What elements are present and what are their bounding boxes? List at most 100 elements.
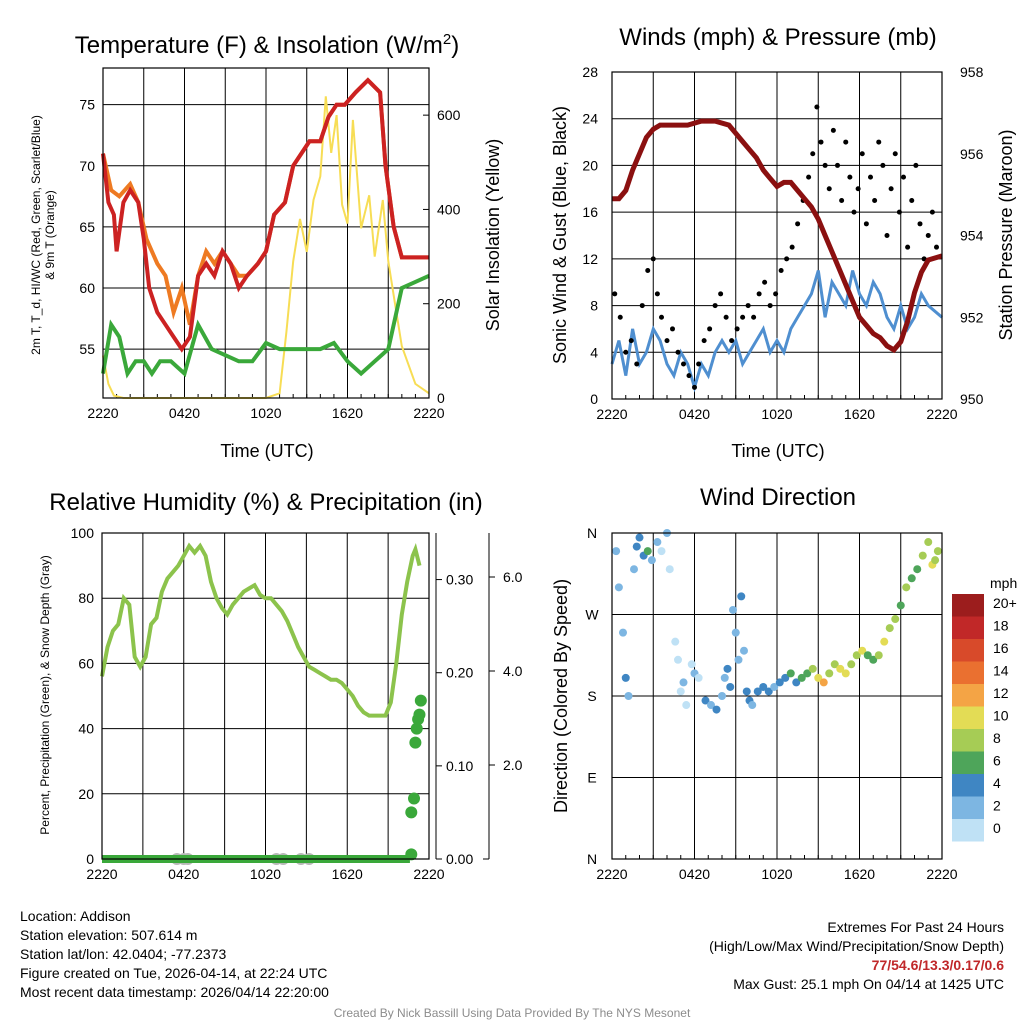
direction-xtick-label: 0420 <box>679 866 710 882</box>
figure-created: Figure created on Tue, 2026-04-14, at 22… <box>20 965 328 981</box>
temperature-xtick-label: 2220 <box>413 405 444 421</box>
gust-point <box>623 349 629 355</box>
legend-label: 12 <box>993 685 1009 701</box>
humidity-ytick-label: 40 <box>78 721 94 737</box>
temperature-y2tick-label: 0 <box>437 390 445 406</box>
direction-point <box>902 583 911 592</box>
temperature-ytick-label: 75 <box>79 97 95 113</box>
max-gust: Max Gust: 25.1 mph On 04/14 at 1425 UTC <box>733 976 1004 992</box>
direction-point <box>907 574 916 583</box>
temp2m-line <box>101 77 429 353</box>
legend-swatch <box>952 616 984 639</box>
direction-point <box>671 637 680 646</box>
direction-point <box>753 687 762 696</box>
gust-point <box>639 303 645 309</box>
dewpoint-line <box>101 273 430 379</box>
direction-point <box>612 547 621 556</box>
direction-title: Wind Direction <box>700 484 856 511</box>
legend-label: 4 <box>993 775 1001 791</box>
wind-xlabel: Time (UTC) <box>731 441 824 461</box>
direction-point <box>679 678 688 687</box>
direction-point <box>852 651 861 660</box>
temperature-ylabel-line1: 2m T, T_d, HI/WC (Red, Green, Scarlet/Bl… <box>29 115 43 355</box>
gust-point <box>880 162 886 168</box>
gust-point <box>707 326 713 332</box>
gust-point <box>729 338 735 344</box>
direction-ytick-label: N <box>587 851 597 867</box>
gust-point <box>681 361 686 367</box>
wind-ytick-label: 8 <box>590 298 598 314</box>
wind-xtick-label: 0420 <box>679 406 710 422</box>
gust-point <box>847 174 853 180</box>
gust-point <box>884 233 890 238</box>
direction-point <box>880 637 889 646</box>
gust-point <box>664 338 670 344</box>
direction-xtick-label: 1020 <box>761 866 792 882</box>
wind-xtick-label: 1620 <box>844 406 875 422</box>
temperature-title: Temperature (F) & Insolation (W/m2) <box>75 31 459 59</box>
wind-y2tick-label: 958 <box>960 64 984 80</box>
gust-point <box>826 186 832 192</box>
wind-ytick-label: 28 <box>582 64 598 80</box>
gust-point <box>892 151 898 157</box>
direction-point <box>803 669 812 678</box>
gust-point <box>925 233 931 238</box>
direction-point <box>614 583 623 592</box>
gust-point <box>851 209 857 215</box>
temperature-ytick-label: 55 <box>79 341 95 357</box>
wind-ytick-label: 4 <box>590 344 598 360</box>
legend-label: 20+ <box>993 595 1017 611</box>
direction-point <box>729 605 737 614</box>
direction-point <box>808 664 817 673</box>
gust-point <box>762 279 768 285</box>
gust-point <box>789 244 795 250</box>
gust-point <box>843 139 849 145</box>
precip-tick-label: 0.20 <box>446 665 473 681</box>
gust-point <box>734 326 740 332</box>
gust-point <box>872 197 878 203</box>
gust-point <box>617 314 623 320</box>
wind-panel: Winds (mph) & Pressure (mb) Time (UTC) S… <box>550 24 1016 461</box>
wind-xtick-label: 2220 <box>596 406 627 422</box>
gust-point <box>686 373 692 379</box>
credit-line: Created By Nick Bassill Using Data Provi… <box>333 1006 691 1020</box>
gust-point <box>784 256 790 262</box>
direction-point <box>885 624 894 633</box>
extremes-info: Extremes For Past 24 Hours (High/Low/Max… <box>709 918 1004 994</box>
temperature-frame <box>102 67 430 399</box>
gust-point <box>670 326 675 332</box>
gust-point <box>814 104 820 110</box>
legend-label: 6 <box>993 753 1001 769</box>
direction-point <box>720 673 729 682</box>
precip-tick-label: 0.30 <box>446 572 473 588</box>
humidity-xtick-label: 2220 <box>86 866 117 882</box>
direction-panel: Wind Direction Direction (Colored By Spe… <box>551 484 1017 882</box>
direction-point <box>869 655 878 664</box>
gust-point <box>929 209 935 215</box>
wind-xtick-label: 1020 <box>761 406 792 422</box>
gust-point <box>917 221 923 227</box>
gust-point <box>659 314 664 320</box>
legend-label: 14 <box>993 663 1009 679</box>
wind-y2tick-label: 952 <box>960 309 984 325</box>
wind-ytick-label: 0 <box>590 391 598 407</box>
direction-point <box>718 692 726 700</box>
direction-point <box>643 547 652 556</box>
direction-point <box>764 687 773 696</box>
gust-point <box>740 314 746 320</box>
legend-label: 16 <box>993 640 1009 656</box>
wind-speed-line <box>610 270 943 393</box>
legend-label: 0 <box>993 820 1001 836</box>
legend-swatch <box>952 684 984 707</box>
wind-y2tick-label: 954 <box>960 228 984 244</box>
gust-point <box>909 197 915 203</box>
wind-xtick-label: 2220 <box>926 406 957 422</box>
direction-point <box>647 556 656 565</box>
direction-point <box>786 669 795 678</box>
gust-point <box>745 303 751 309</box>
humidity-ytick-label: 0 <box>86 851 94 867</box>
gust-point <box>778 268 784 274</box>
direction-point <box>635 533 644 542</box>
temperature-y2label: Solar Insolation (Yellow) <box>483 139 503 331</box>
rh-line <box>100 542 422 718</box>
